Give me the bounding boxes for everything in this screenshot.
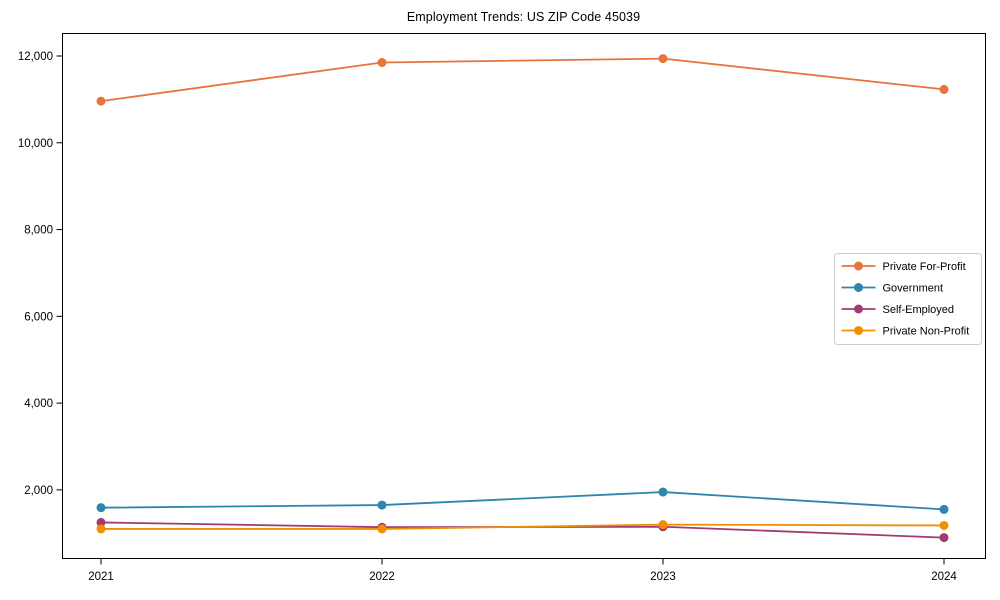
legend-label: Government — [883, 282, 944, 294]
data-point-marker — [658, 520, 668, 530]
data-point-marker — [377, 524, 387, 534]
legend-item: Private Non-Profit — [841, 325, 970, 337]
legend-item: Private For-Profit — [841, 261, 966, 273]
legend: Private For-Profit Government Self-Employe… — [834, 253, 982, 345]
x-tick-label: 2024 — [931, 571, 957, 583]
data-point-marker — [658, 487, 668, 497]
data-point-marker — [939, 520, 949, 530]
series-line — [100, 57, 945, 103]
x-tick-label: 2021 — [88, 571, 114, 583]
data-point-marker — [658, 54, 668, 64]
legend-marker — [854, 261, 863, 271]
legend-box — [834, 253, 982, 345]
y-tick-label: 4,000 — [24, 398, 53, 410]
x-tick-label: 2023 — [650, 571, 676, 583]
legend-item: Self-Employed — [841, 304, 955, 316]
data-point-marker — [377, 500, 387, 510]
legend-marker — [854, 326, 863, 335]
data-point-marker — [96, 517, 106, 527]
legend-marker — [854, 304, 863, 314]
plot-frame — [62, 33, 986, 559]
y-tick-label: 10,000 — [18, 138, 53, 150]
y-tick-label: 12,000 — [18, 51, 53, 63]
legend-label: Private For-Profit — [883, 261, 966, 273]
data-point-marker — [96, 524, 106, 534]
series-line — [100, 491, 945, 511]
data-point-marker — [96, 96, 106, 106]
y-tick-label: 8,000 — [24, 225, 53, 237]
y-tick-label: 2,000 — [24, 485, 53, 497]
x-tick-label: 2022 — [369, 571, 395, 583]
data-point-marker — [96, 503, 106, 513]
data-point-marker — [939, 533, 949, 543]
legend-label: Self-Employed — [883, 304, 955, 316]
legend-item: Government — [841, 282, 944, 294]
data-point-marker — [939, 504, 949, 514]
legend-label: Private Non-Profit — [883, 325, 970, 337]
chart-title: Employment Trends: US ZIP Code 45039 — [406, 10, 641, 24]
y-tick-label: 6,000 — [24, 311, 53, 323]
legend-marker — [854, 283, 863, 292]
data-point-marker — [377, 58, 387, 68]
series-line — [100, 523, 945, 530]
data-point-marker — [939, 84, 949, 94]
